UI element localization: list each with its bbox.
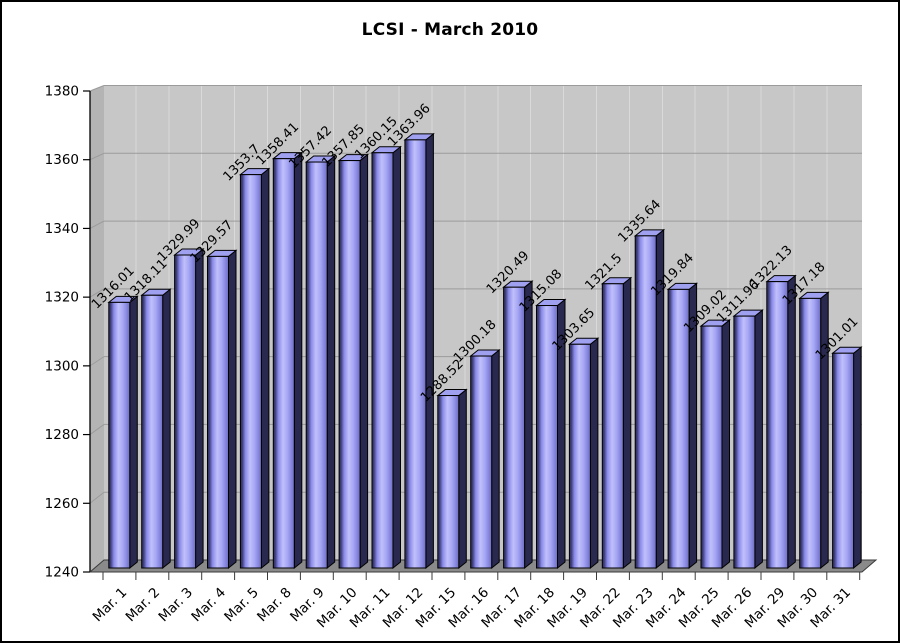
bar-mar-16 xyxy=(469,348,501,570)
y-axis-tick-label: 1280 xyxy=(45,427,79,443)
wall-gridline xyxy=(89,491,105,504)
bar-mar-12 xyxy=(403,132,435,570)
bar-front-face xyxy=(108,301,131,569)
bar-side-face xyxy=(359,153,369,570)
x-axis-label-mar-3: Mar. 3 xyxy=(155,585,196,626)
bar-side-face xyxy=(787,274,796,570)
bar-front-face xyxy=(601,283,624,569)
bar-front-face xyxy=(272,158,295,569)
bar-mar-25 xyxy=(699,319,731,570)
y-axis-tick-label: 1240 xyxy=(45,565,79,581)
bar-side-face xyxy=(129,295,138,570)
bar-front-face xyxy=(568,343,591,569)
wall-gridline xyxy=(89,152,105,161)
bar-front-face xyxy=(667,288,690,569)
wall-gridline xyxy=(89,424,105,435)
wall-gridline xyxy=(89,220,105,229)
bar-side-face xyxy=(622,276,632,570)
bar-side-face xyxy=(458,388,467,570)
bar-side-face xyxy=(425,132,434,570)
y-axis-tick-label: 1320 xyxy=(45,290,79,306)
bar-front-face xyxy=(239,174,262,569)
bar-front-face xyxy=(733,315,756,569)
wall-gridline xyxy=(89,288,105,298)
bar-side-face xyxy=(491,348,500,570)
bar-mar-31 xyxy=(831,346,863,570)
bar-side-face xyxy=(820,291,829,570)
x-axis-label-mar-2: Mar. 2 xyxy=(123,585,164,626)
bar-mar-30 xyxy=(798,291,830,570)
bar-mar-4 xyxy=(206,249,238,570)
bar-side-face xyxy=(162,288,171,570)
bar-side-face xyxy=(293,151,303,570)
bar-mar-18 xyxy=(535,298,567,570)
y-axis-tick-label: 1380 xyxy=(45,84,79,100)
bar-front-face xyxy=(470,355,493,569)
bar-mar-3 xyxy=(173,247,205,570)
bar-front-face xyxy=(305,161,328,569)
bar-side-face xyxy=(195,247,204,570)
bar-side-face xyxy=(589,337,599,570)
bar-side-face xyxy=(853,346,862,570)
bar-side-face xyxy=(721,319,730,570)
bar-side-face xyxy=(524,280,533,570)
bar-front-face xyxy=(503,286,526,569)
x-axis-label-mar-8: Mar. 8 xyxy=(254,585,295,626)
bar-mar-23 xyxy=(633,228,666,570)
bar-mar-1 xyxy=(107,295,139,570)
bar-side-face xyxy=(260,167,270,570)
bar-front-face xyxy=(832,352,855,569)
bar-mar-9 xyxy=(304,154,337,570)
bar-front-face xyxy=(338,160,361,569)
wall-gridline xyxy=(89,356,105,367)
bar-side-face xyxy=(754,309,763,570)
bar-side-face xyxy=(392,145,401,570)
bar-front-face xyxy=(634,235,657,569)
bar-front-face xyxy=(437,395,460,569)
bar-mar-10 xyxy=(337,153,370,570)
y-axis-tick-label: 1300 xyxy=(45,358,79,374)
bar-front-face xyxy=(700,325,723,569)
plot-left-wall xyxy=(90,85,104,572)
bar-mar-26 xyxy=(732,309,764,570)
bar-front-face xyxy=(404,139,427,569)
bar-front-face xyxy=(141,294,164,569)
bar-front-face xyxy=(207,255,229,569)
bar-front-face xyxy=(174,254,197,569)
bar-mar-11 xyxy=(370,145,402,570)
y-axis-tick-label: 1260 xyxy=(45,496,79,512)
bar-side-face xyxy=(326,154,336,570)
bar-mar-15 xyxy=(436,388,468,570)
bar-mar-8 xyxy=(271,151,304,570)
bar-mar-29 xyxy=(765,274,797,570)
bar-mar-24 xyxy=(666,282,699,570)
y-axis-tick-label: 1360 xyxy=(45,152,79,168)
bar-mar-17 xyxy=(502,280,534,570)
bar-mar-22 xyxy=(600,276,633,570)
x-axis-label-mar-1: Mar. 1 xyxy=(90,585,131,626)
chart-title: LCSI - March 2010 xyxy=(361,20,539,40)
x-axis-label-mar-5: Mar. 5 xyxy=(221,585,262,626)
bar-front-face xyxy=(371,152,394,569)
wall-gridline xyxy=(89,85,105,92)
bar-front-face xyxy=(536,305,558,569)
x-axis-label-mar-4: Mar. 4 xyxy=(188,585,229,626)
y-axis-tick-label: 1340 xyxy=(45,221,79,237)
bar-mar-2 xyxy=(140,288,172,570)
bar-side-face xyxy=(228,249,237,570)
bar-mar-5 xyxy=(238,167,271,570)
bar-front-face xyxy=(799,297,822,569)
bar-front-face xyxy=(766,281,789,569)
bar-mar-19 xyxy=(567,337,600,570)
